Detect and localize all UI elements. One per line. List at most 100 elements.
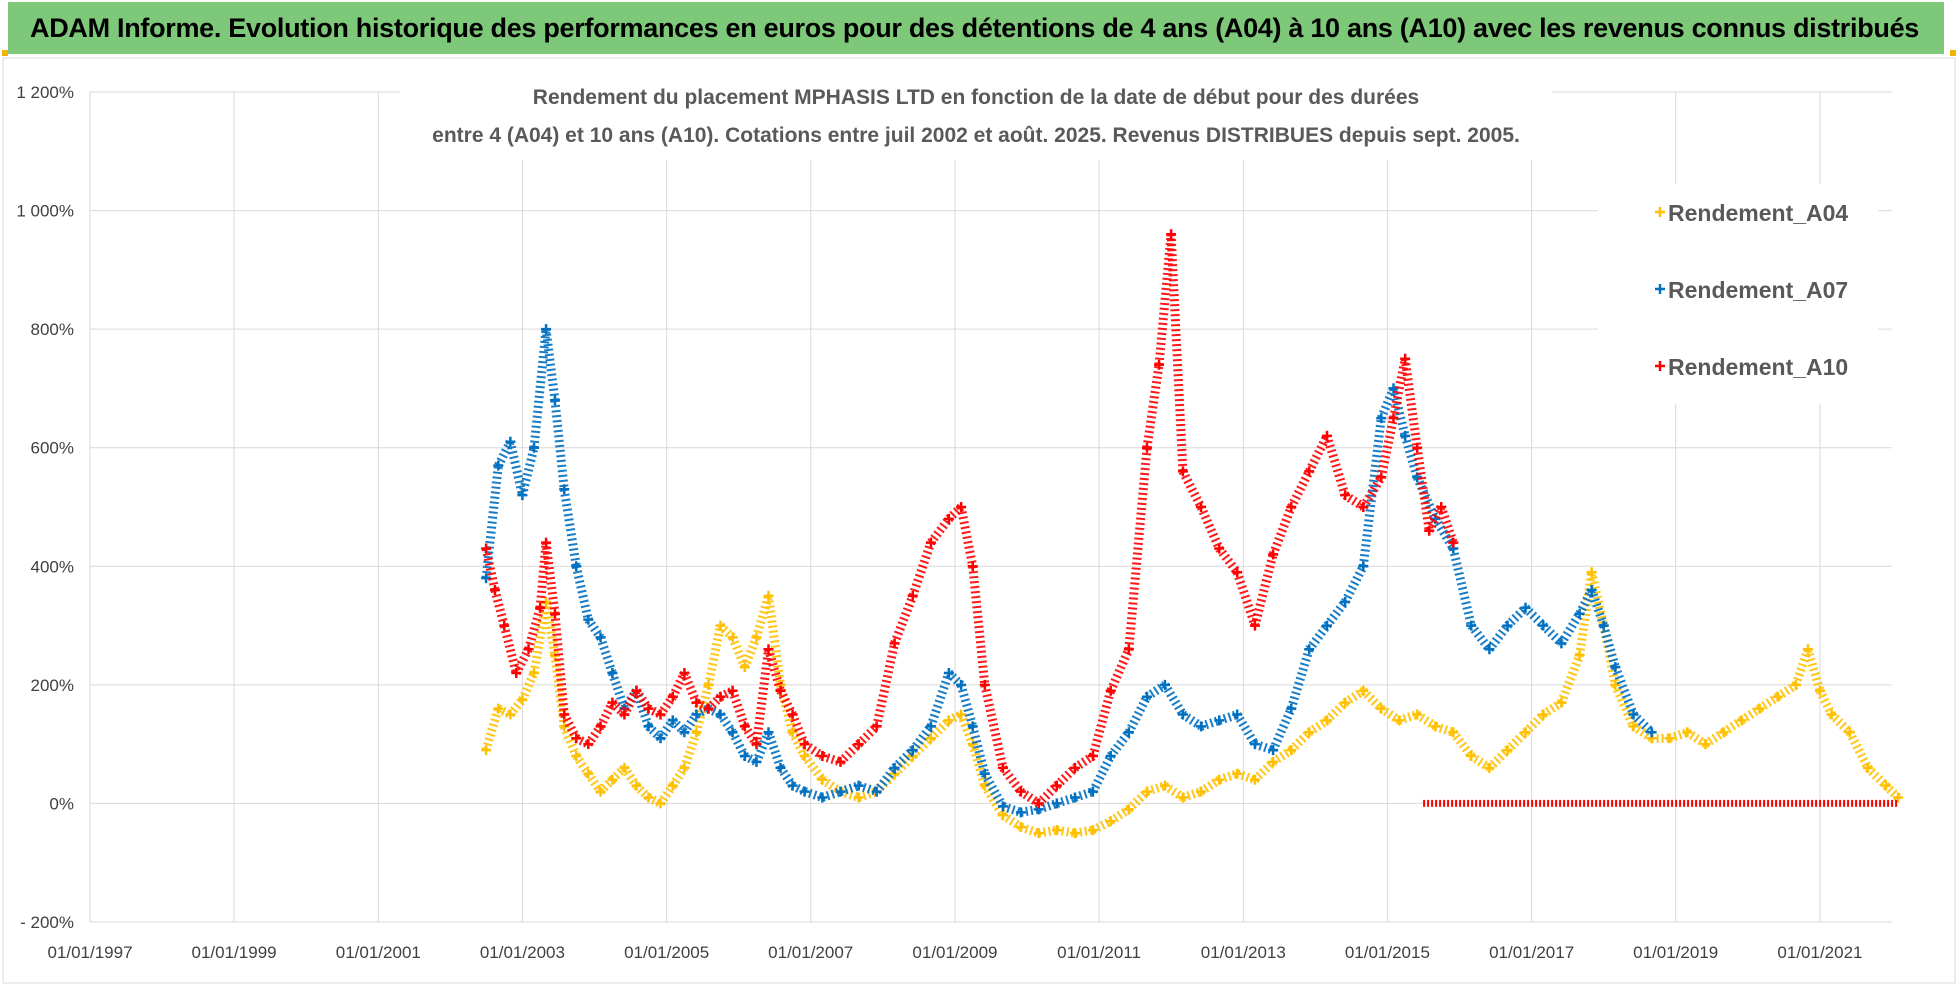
legend: Rendement_A04 Rendement_A07 Rendement_A10 — [1598, 184, 1878, 404]
data-trace — [1233, 712, 1259, 747]
data-trace — [1000, 811, 1024, 831]
data-trace — [819, 775, 843, 796]
data-trace — [550, 399, 569, 490]
plot-area-frame — [2, 57, 1956, 984]
data-point — [1033, 798, 1044, 809]
data-point — [715, 620, 726, 631]
data-trace — [1088, 689, 1116, 758]
data-trace — [1288, 729, 1313, 754]
data-trace — [481, 547, 500, 591]
data-trace — [776, 688, 797, 717]
data-trace — [1449, 729, 1475, 759]
data-trace — [680, 730, 701, 770]
data-trace — [1557, 611, 1584, 646]
data-trace — [1845, 730, 1872, 770]
legend-marker — [1655, 207, 1665, 217]
data-trace — [776, 765, 797, 789]
data-trace — [584, 723, 605, 747]
data-point — [1502, 620, 1513, 631]
data-trace — [1341, 564, 1368, 604]
data-trace — [1412, 447, 1434, 532]
data-trace — [802, 740, 825, 760]
data-trace — [608, 671, 629, 711]
data-trace — [1001, 802, 1023, 817]
data-trace — [680, 671, 701, 705]
data-trace — [656, 694, 677, 718]
data-trace — [1073, 787, 1095, 802]
data-trace — [496, 704, 513, 719]
data-trace — [873, 765, 899, 795]
data-trace — [1286, 647, 1314, 710]
series-Rendement_A10 — [481, 229, 1899, 809]
data-trace — [764, 730, 785, 770]
title-banner: ADAM Informe. Evolution historique des p… — [8, 2, 1944, 54]
data-trace — [1232, 570, 1260, 627]
data-trace — [855, 723, 880, 748]
data-trace — [1358, 417, 1386, 567]
data-trace — [764, 648, 785, 693]
data-trace — [1587, 571, 1609, 627]
data-trace — [1504, 604, 1529, 629]
x-tick-label: 01/01/2015 — [1345, 943, 1430, 962]
legend-label: Rendement_A07 — [1668, 277, 1848, 303]
data-trace — [572, 753, 593, 777]
data-trace — [1360, 687, 1385, 712]
data-trace — [1378, 704, 1402, 725]
data-trace — [1433, 722, 1455, 737]
data-trace — [1287, 469, 1314, 510]
corner-mark-left — [2, 50, 8, 56]
banner-title: ADAM Informe. Evolution historique des p… — [30, 12, 1920, 43]
data-trace — [1668, 728, 1689, 743]
data-point — [1893, 792, 1904, 803]
data-trace — [1485, 622, 1512, 653]
data-trace — [1196, 505, 1224, 551]
data-trace — [499, 624, 521, 675]
data-trace — [1181, 787, 1203, 802]
data-trace — [694, 698, 711, 713]
data-trace — [839, 781, 861, 796]
data-trace — [1199, 716, 1221, 731]
data-trace — [1270, 746, 1294, 766]
x-tick-label: 01/01/2001 — [336, 943, 421, 962]
data-trace — [1055, 793, 1077, 808]
chart-title-line-1: Rendement du placement MPHASIS LTD en fo… — [533, 86, 1419, 109]
data-trace — [820, 787, 842, 802]
data-trace — [1154, 233, 1176, 366]
data-trace — [1108, 805, 1132, 825]
data-trace — [1575, 571, 1597, 656]
x-tick-label: 01/01/2005 — [624, 943, 709, 962]
data-point — [1646, 727, 1657, 738]
data-trace — [1215, 545, 1241, 575]
data-trace — [596, 636, 617, 675]
data-trace — [481, 707, 503, 752]
data-trace — [481, 465, 503, 579]
data-trace — [633, 782, 652, 801]
y-tick-label: 0% — [49, 794, 74, 813]
data-trace — [1268, 505, 1296, 557]
data-trace — [1739, 704, 1763, 725]
data-trace — [550, 654, 569, 727]
data-trace — [1342, 491, 1366, 511]
data-trace — [1251, 758, 1277, 783]
data-trace — [1828, 711, 1853, 736]
series-Rendement_A04 — [481, 567, 1904, 839]
data-trace — [560, 724, 581, 758]
data-trace — [1400, 434, 1422, 479]
data-trace — [1587, 588, 1608, 628]
data-trace — [1376, 417, 1398, 479]
axes: - 200% 0% 200% 400% 600% 800% 1 000% 1 200% 01/0… — [16, 83, 1862, 962]
data-trace — [1180, 710, 1204, 731]
data-trace — [1107, 729, 1133, 759]
data-trace — [1436, 505, 1458, 545]
data-trace — [1431, 516, 1458, 551]
legend-marker — [1655, 361, 1665, 371]
data-trace — [1757, 692, 1781, 713]
data-trace — [1522, 604, 1547, 629]
data-trace — [1342, 687, 1366, 707]
data-trace — [1864, 764, 1890, 789]
data-trace — [728, 730, 749, 759]
chart-title-block: Rendement du placement MPHASIS LTD en fo… — [400, 72, 1552, 160]
data-trace — [968, 565, 990, 686]
data-trace — [1791, 647, 1813, 687]
data-trace — [1161, 682, 1187, 717]
